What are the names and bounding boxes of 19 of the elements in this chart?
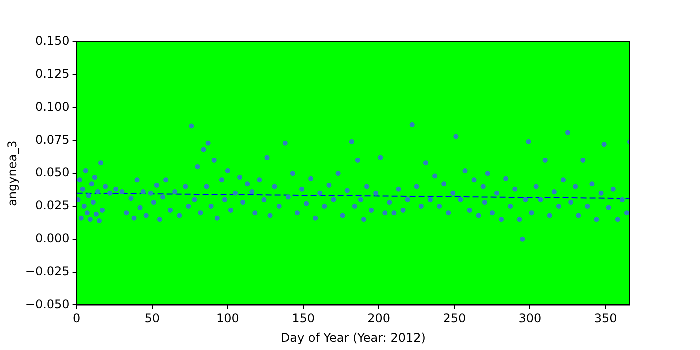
y-tick-label: −0.025 (25, 264, 70, 278)
x-tick-label: 200 (368, 312, 391, 326)
y-tick-label: 0.125 (35, 67, 70, 82)
x-tick-label: 100 (216, 312, 240, 326)
x-axis-title: Day of Year (Year: 2012) (280, 330, 426, 345)
x-tick-label: 250 (443, 312, 466, 326)
x-tick-label: 0 (72, 312, 81, 326)
x-tick-label: 150 (292, 312, 315, 326)
y-tick-label: −0.050 (25, 297, 70, 312)
y-tick-label: 0.150 (35, 34, 70, 48)
y-tick-label: 0.000 (35, 232, 70, 246)
y-tick-label: 0.025 (35, 198, 70, 213)
y-tick-label: 0.075 (35, 132, 70, 147)
y-axis-title: angynea_3 (5, 140, 20, 206)
y-tick-label: 0.100 (35, 100, 70, 114)
x-tick-label: 350 (594, 312, 618, 326)
x-tick-label: 50 (144, 312, 160, 326)
x-tick-label: 300 (518, 312, 542, 326)
y-tick-label: 0.050 (35, 166, 70, 180)
